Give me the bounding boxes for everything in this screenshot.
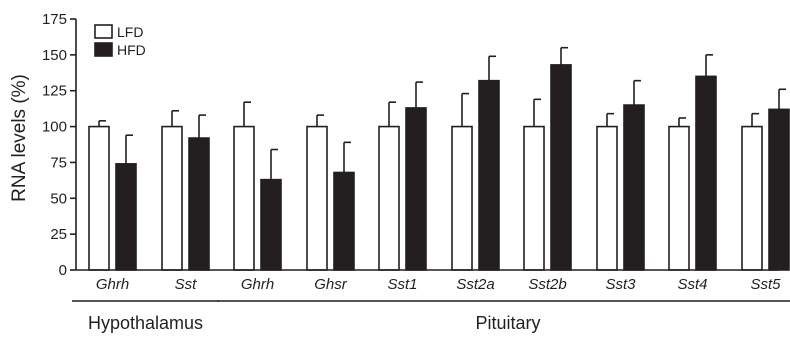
bar-lfd-ghrh [233,125,255,271]
x-axis-tick-labels: Ghrh Sst Ghrh Ghsr Sst1 Sst2a Sst2b Sst3 Sst4 Sst… [96,276,781,293]
legend-label-hfd: HFD [117,42,146,58]
bar-hfd-ghsr [333,171,355,271]
y-tick-label: 75 [50,154,67,171]
bar-lfd-sst4 [668,125,690,271]
bar-hfd-sst2b [550,64,572,271]
group-label: Hypothalamus [88,313,203,333]
x-tick-label: Sst3 [605,276,636,293]
bar-lfd-sst [161,125,183,271]
bar-hfd-sst5 [768,108,790,271]
bar-lfd-sst5 [741,125,763,271]
legend-label-lfd: LFD [117,24,143,40]
bar-hfd-sst [188,137,210,271]
y-axis: 0 25 50 75 100 125 150 175 [42,11,77,279]
bar-hfd-sst4 [695,75,717,271]
x-tick-label: Sst1 [387,276,417,293]
bar-hfd-sst3 [623,104,645,271]
x-tick-label: Ghrh [96,276,129,293]
x-tick-label: Sst5 [750,276,781,293]
x-tick-label: Sst4 [677,276,707,293]
x-tick-label: Sst2a [456,276,494,293]
y-tick-label: 0 [59,262,67,279]
legend: LFD HFD [94,24,146,58]
y-tick-label: 50 [50,190,67,207]
x-tick-label: Sst2b [528,276,566,293]
group-labels: Hypothalamus Pituitary [72,300,790,333]
group-label: Pituitary [475,313,540,333]
y-axis-label: RNA levels (%) [9,74,30,202]
bar-lfd-sst1 [378,125,400,271]
bar-lfd-sst3 [596,125,618,271]
bar-hfd-ghrh [260,178,282,271]
x-tick-label: Ghsr [314,276,348,293]
x-tick-label: Sst [175,276,198,293]
x-tick-label: Ghrh [241,276,274,293]
legend-swatch-lfd [94,24,113,39]
bar-lfd-sst2b [523,125,545,271]
bar-lfd-ghrh [88,125,110,271]
bar-hfd-sst2a [478,79,500,271]
bars [76,46,790,271]
bar-lfd-ghsr [306,125,328,271]
bar-hfd-sst1 [405,107,427,271]
y-tick-label: 25 [50,226,67,243]
y-tick-label: 125 [42,83,67,100]
y-tick-label: 100 [42,119,67,136]
legend-swatch-hfd [94,42,113,57]
bar-lfd-sst2a [451,125,473,271]
bar-hfd-ghrh [115,163,137,271]
y-tick-label: 150 [42,47,67,64]
y-tick-label: 175 [42,11,67,28]
